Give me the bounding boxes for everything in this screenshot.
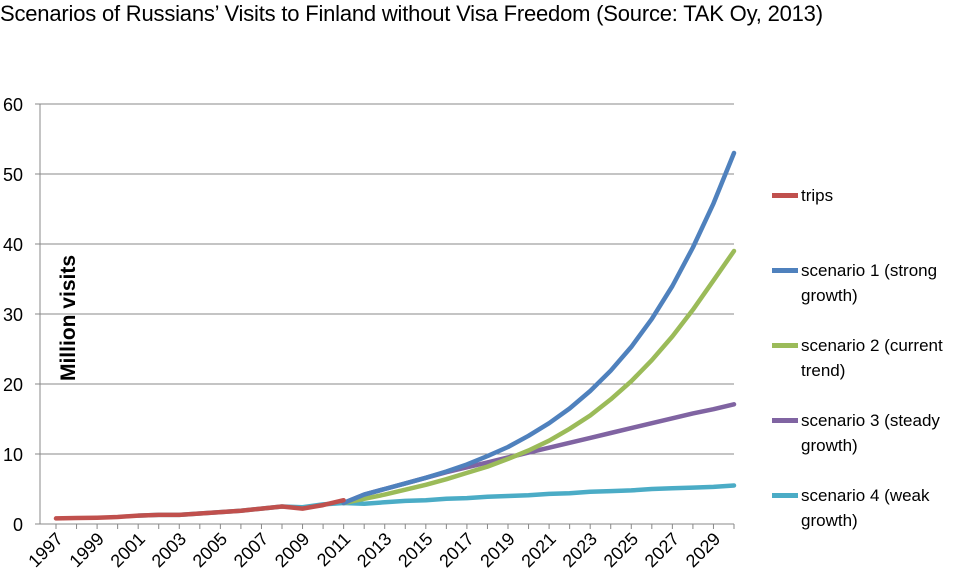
x-tick-label: 2011: [313, 529, 355, 571]
y-tick-label: 40: [3, 235, 23, 255]
legend-swatch: [772, 193, 798, 198]
x-tick-label: 2027: [641, 529, 683, 571]
y-tick-label: 30: [3, 305, 23, 325]
legend-label: scenario 2 (current trend): [801, 336, 943, 380]
x-tick-label: 2003: [148, 529, 190, 571]
legend-label: trips: [801, 186, 834, 205]
x-tick-label: 2025: [600, 529, 642, 571]
grid-lines: [40, 103, 734, 455]
y-tick-label: 0: [13, 515, 23, 535]
legend-label: scenario 1 (strong growth): [801, 261, 938, 305]
series-line-scenario-1: [341, 150, 737, 506]
x-tick-label: 1999: [65, 529, 107, 571]
chart-title: Scenarios of Russians’ Visits to Finland…: [0, 1, 823, 26]
legend-swatch: [772, 493, 798, 498]
legend-swatch: [772, 343, 798, 348]
x-tick-label: 2021: [517, 529, 559, 571]
legend-swatch: [772, 268, 798, 273]
x-tick-label: 2013: [353, 529, 395, 571]
x-tick-label: 2019: [476, 529, 518, 571]
y-tick-label: 60: [3, 95, 23, 115]
x-tick-label: 2017: [435, 529, 477, 571]
x-tick-label: 1997: [24, 529, 66, 571]
legend-swatch: [772, 418, 798, 423]
x-tick-label: 2001: [107, 529, 149, 571]
x-tick-label: 2023: [559, 529, 601, 571]
y-axis-ticks: 0 10 20 30 40 50 60: [3, 95, 40, 535]
x-tick-label: 2015: [394, 529, 436, 571]
series-lines: [53, 150, 737, 521]
x-tick-label: 2029: [682, 529, 724, 571]
x-tick-label: 2007: [230, 529, 272, 571]
x-tick-label: 2005: [189, 529, 231, 571]
legend-label: scenario 4 (weak growth): [801, 486, 930, 530]
y-axis-label: Million visits: [57, 255, 80, 381]
series-line-scenario-2: [341, 248, 737, 506]
series-line-trips: [53, 497, 346, 521]
y-tick-label: 10: [3, 445, 23, 465]
y-tick-label: 50: [3, 165, 23, 185]
legend-label: scenario 3 (steady growth): [801, 411, 940, 455]
x-tick-label: 2009: [271, 529, 313, 571]
y-tick-label: 20: [3, 375, 23, 395]
